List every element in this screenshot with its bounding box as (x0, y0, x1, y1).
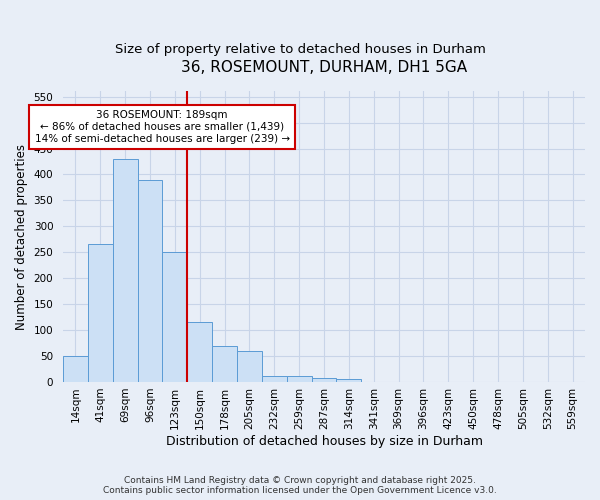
Bar (311, 378, 337, 382)
Bar (237, 351, 262, 382)
Text: 36 ROSEMOUNT: 189sqm
← 86% of detached houses are smaller (1,439)
14% of semi-de: 36 ROSEMOUNT: 189sqm ← 86% of detached h… (35, 110, 290, 144)
Text: Contains HM Land Registry data © Crown copyright and database right 2025.
Contai: Contains HM Land Registry data © Crown c… (103, 476, 497, 495)
X-axis label: Distribution of detached houses by size in Durham: Distribution of detached houses by size … (166, 434, 482, 448)
Bar (212, 346, 237, 382)
Bar (113, 159, 137, 382)
Bar (163, 252, 187, 382)
Bar (137, 180, 163, 382)
Bar (187, 322, 212, 382)
Bar (337, 379, 361, 382)
Y-axis label: Number of detached properties: Number of detached properties (15, 144, 28, 330)
Bar (262, 376, 287, 382)
Bar (88, 244, 113, 382)
Bar (287, 376, 311, 382)
Title: 36, ROSEMOUNT, DURHAM, DH1 5GA: 36, ROSEMOUNT, DURHAM, DH1 5GA (181, 60, 467, 75)
Text: Size of property relative to detached houses in Durham: Size of property relative to detached ho… (115, 42, 485, 56)
Bar (63, 356, 88, 382)
